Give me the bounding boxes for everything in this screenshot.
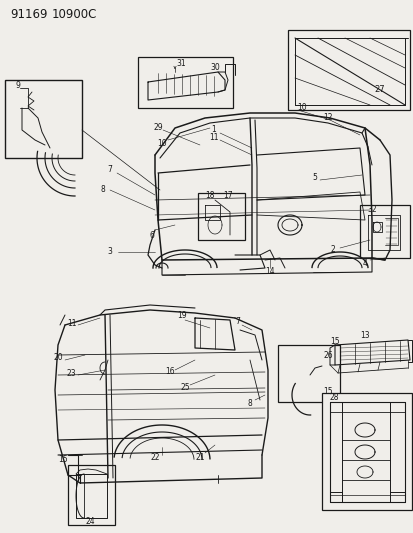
Bar bbox=[359, 205, 409, 258]
Text: 13: 13 bbox=[359, 332, 369, 341]
Text: 8: 8 bbox=[247, 399, 252, 408]
Text: 10: 10 bbox=[157, 139, 166, 148]
Text: 24: 24 bbox=[85, 518, 95, 527]
Text: 30: 30 bbox=[210, 62, 219, 71]
Text: 18: 18 bbox=[205, 191, 214, 200]
Text: 7: 7 bbox=[235, 317, 240, 326]
Text: 29: 29 bbox=[153, 123, 162, 132]
Bar bbox=[68, 465, 115, 525]
Text: 28: 28 bbox=[329, 392, 339, 401]
Text: 15: 15 bbox=[58, 456, 68, 464]
Text: 15: 15 bbox=[323, 387, 332, 397]
Text: 11: 11 bbox=[209, 133, 218, 142]
Text: 20: 20 bbox=[53, 353, 63, 362]
Text: 4: 4 bbox=[362, 259, 367, 268]
Text: 31: 31 bbox=[176, 60, 185, 69]
Text: 11: 11 bbox=[67, 319, 76, 327]
Text: 15: 15 bbox=[330, 337, 339, 346]
Text: 14: 14 bbox=[265, 268, 274, 277]
Text: 6: 6 bbox=[149, 230, 154, 239]
Text: 32: 32 bbox=[366, 206, 376, 214]
Bar bbox=[5, 80, 82, 158]
Text: 9: 9 bbox=[16, 82, 20, 91]
Text: 19: 19 bbox=[177, 311, 186, 320]
Text: 7: 7 bbox=[107, 166, 112, 174]
Text: 16: 16 bbox=[165, 367, 174, 376]
Text: 91169: 91169 bbox=[10, 7, 47, 20]
Text: 23: 23 bbox=[66, 368, 76, 377]
Text: 8: 8 bbox=[100, 185, 105, 195]
Text: 1: 1 bbox=[211, 125, 216, 134]
Text: 3: 3 bbox=[107, 247, 112, 256]
Bar bbox=[321, 393, 411, 510]
Bar bbox=[197, 193, 244, 240]
Text: 12: 12 bbox=[323, 112, 332, 122]
Text: 27: 27 bbox=[374, 85, 385, 94]
Text: 10900C: 10900C bbox=[52, 7, 97, 20]
Text: 25: 25 bbox=[180, 384, 189, 392]
Text: 17: 17 bbox=[223, 191, 232, 200]
Bar bbox=[277, 345, 339, 402]
Bar bbox=[138, 57, 233, 108]
Text: 26: 26 bbox=[323, 351, 332, 359]
Text: 22: 22 bbox=[150, 453, 159, 462]
Bar bbox=[287, 30, 409, 110]
Text: 21: 21 bbox=[195, 453, 204, 462]
Text: 5: 5 bbox=[312, 173, 317, 182]
Text: 2: 2 bbox=[330, 246, 335, 254]
Text: 10: 10 bbox=[297, 102, 306, 111]
